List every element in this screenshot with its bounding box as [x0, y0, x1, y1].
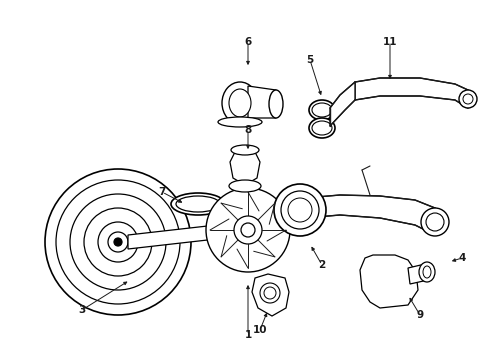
- Text: 8: 8: [244, 125, 251, 135]
- Text: 10: 10: [252, 325, 267, 335]
- Ellipse shape: [222, 82, 258, 124]
- Polygon shape: [407, 264, 427, 284]
- Polygon shape: [251, 274, 288, 316]
- Ellipse shape: [422, 266, 430, 278]
- Ellipse shape: [311, 121, 331, 135]
- Ellipse shape: [268, 90, 283, 118]
- Circle shape: [108, 232, 128, 252]
- Polygon shape: [359, 255, 417, 308]
- Ellipse shape: [273, 184, 325, 236]
- Circle shape: [70, 194, 165, 290]
- Circle shape: [98, 222, 138, 262]
- Ellipse shape: [264, 287, 275, 299]
- Ellipse shape: [176, 196, 220, 212]
- Ellipse shape: [311, 103, 331, 117]
- Ellipse shape: [308, 118, 334, 138]
- Circle shape: [114, 238, 122, 246]
- Text: 1: 1: [244, 330, 251, 340]
- Circle shape: [241, 223, 254, 237]
- Ellipse shape: [228, 180, 261, 192]
- Polygon shape: [247, 86, 275, 118]
- Polygon shape: [305, 195, 434, 235]
- Text: 4: 4: [457, 253, 465, 263]
- Ellipse shape: [171, 193, 224, 215]
- Ellipse shape: [462, 94, 472, 104]
- Circle shape: [45, 169, 191, 315]
- Polygon shape: [329, 82, 354, 126]
- Ellipse shape: [308, 100, 334, 120]
- Ellipse shape: [287, 198, 311, 222]
- Circle shape: [84, 208, 152, 276]
- Text: 5: 5: [306, 55, 313, 65]
- Ellipse shape: [228, 89, 250, 117]
- Ellipse shape: [218, 117, 262, 127]
- Circle shape: [56, 180, 180, 304]
- Text: 3: 3: [78, 305, 85, 315]
- Polygon shape: [128, 223, 234, 249]
- Polygon shape: [354, 78, 467, 108]
- Ellipse shape: [458, 90, 476, 108]
- Polygon shape: [229, 152, 260, 185]
- Ellipse shape: [420, 208, 448, 236]
- Text: 11: 11: [382, 37, 396, 47]
- Ellipse shape: [260, 283, 280, 303]
- Circle shape: [205, 188, 289, 272]
- Text: 2: 2: [318, 260, 325, 270]
- Text: 7: 7: [158, 187, 165, 197]
- Circle shape: [234, 216, 262, 244]
- Text: 9: 9: [416, 310, 423, 320]
- Ellipse shape: [281, 191, 318, 229]
- Text: 6: 6: [244, 37, 251, 47]
- Ellipse shape: [425, 213, 443, 231]
- Ellipse shape: [230, 145, 259, 155]
- Ellipse shape: [418, 262, 434, 282]
